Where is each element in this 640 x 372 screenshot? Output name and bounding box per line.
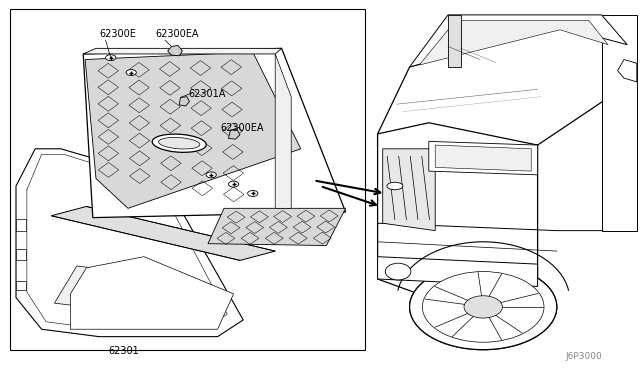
Circle shape bbox=[248, 190, 258, 196]
Polygon shape bbox=[208, 208, 346, 246]
Polygon shape bbox=[54, 266, 154, 312]
Text: 62300EA: 62300EA bbox=[155, 29, 198, 39]
Text: 62301A: 62301A bbox=[189, 89, 226, 99]
Polygon shape bbox=[70, 257, 234, 329]
Polygon shape bbox=[448, 15, 461, 67]
Polygon shape bbox=[435, 145, 531, 171]
Ellipse shape bbox=[152, 134, 206, 152]
Text: 62300E: 62300E bbox=[99, 29, 136, 39]
Circle shape bbox=[106, 55, 116, 61]
Polygon shape bbox=[85, 52, 301, 208]
Polygon shape bbox=[16, 219, 26, 231]
Circle shape bbox=[206, 172, 216, 178]
Bar bbox=[10, 9, 365, 350]
Polygon shape bbox=[410, 15, 627, 67]
Circle shape bbox=[228, 181, 239, 187]
Circle shape bbox=[126, 70, 136, 76]
Text: J6P3000: J6P3000 bbox=[565, 352, 602, 361]
Polygon shape bbox=[16, 149, 243, 337]
Circle shape bbox=[422, 272, 544, 342]
Polygon shape bbox=[83, 48, 346, 218]
Polygon shape bbox=[602, 15, 637, 231]
Ellipse shape bbox=[385, 263, 411, 280]
Circle shape bbox=[410, 264, 557, 350]
Circle shape bbox=[410, 264, 557, 350]
Polygon shape bbox=[275, 54, 291, 208]
Polygon shape bbox=[378, 26, 627, 153]
Polygon shape bbox=[83, 48, 282, 54]
Ellipse shape bbox=[159, 137, 200, 149]
Polygon shape bbox=[16, 249, 26, 260]
Text: 62300EA: 62300EA bbox=[221, 123, 264, 133]
Polygon shape bbox=[179, 97, 189, 106]
Polygon shape bbox=[51, 206, 275, 260]
Polygon shape bbox=[168, 45, 182, 56]
Polygon shape bbox=[383, 149, 435, 231]
Polygon shape bbox=[16, 281, 26, 290]
Ellipse shape bbox=[387, 182, 403, 190]
Polygon shape bbox=[429, 141, 538, 175]
Text: 62301: 62301 bbox=[109, 346, 140, 356]
Polygon shape bbox=[618, 60, 637, 82]
Polygon shape bbox=[419, 20, 608, 65]
Polygon shape bbox=[228, 129, 240, 139]
Polygon shape bbox=[378, 123, 538, 298]
Polygon shape bbox=[378, 257, 538, 286]
Circle shape bbox=[464, 296, 502, 318]
